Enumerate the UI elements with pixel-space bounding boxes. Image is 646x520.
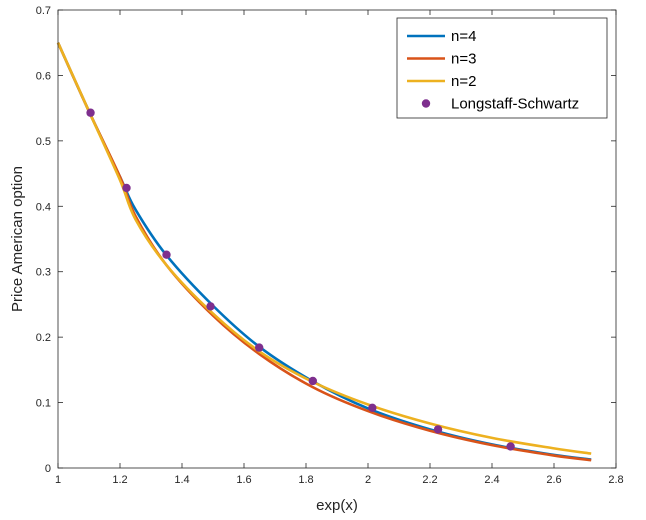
x-axis-ticks: 1 1.2 1.4 1.6 1.8 2 2.2 2.4 2.6 2.8 bbox=[55, 10, 624, 486]
legend-swatch-longstaff-schwartz bbox=[421, 99, 431, 108]
y-tick-label: 0.6 bbox=[36, 70, 51, 82]
data-point-longstaff-schwartz bbox=[254, 343, 264, 352]
y-tick-label: 0.3 bbox=[36, 267, 51, 279]
data-point-longstaff-schwartz bbox=[308, 376, 318, 386]
y-tick-label: 0.5 bbox=[36, 136, 51, 148]
x-tick-label: 2.2 bbox=[422, 474, 437, 486]
y-tick-label: 0.7 bbox=[36, 5, 51, 17]
y-axis-label: Price American option bbox=[9, 166, 26, 312]
x-tick-label: 2.4 bbox=[484, 474, 499, 486]
x-tick-label: 1.4 bbox=[174, 474, 189, 486]
y-tick-label: 0 bbox=[45, 463, 51, 475]
data-point-longstaff-schwartz bbox=[206, 302, 215, 311]
legend-label-n-4: n=4 bbox=[451, 28, 476, 45]
y-tick-label: 0.1 bbox=[36, 398, 51, 410]
x-tick-label: 2.6 bbox=[546, 474, 561, 486]
series-layer bbox=[56, 42, 592, 462]
data-point-longstaff-schwartz bbox=[162, 250, 171, 259]
y-tick-label: 0.2 bbox=[36, 332, 51, 344]
legend-box bbox=[396, 17, 608, 119]
legend: n=4 n=3 n=2 Longstaff-Schwartz bbox=[396, 17, 608, 119]
legend-label-n-2: n=2 bbox=[451, 73, 476, 90]
data-point-longstaff-schwartz bbox=[433, 425, 443, 434]
data-point-longstaff-schwartz bbox=[86, 108, 95, 117]
x-tick-label: 1.8 bbox=[298, 474, 313, 486]
data-point-longstaff-schwartz bbox=[122, 183, 131, 193]
axes-layer bbox=[57, 9, 617, 469]
x-tick-label: 2 bbox=[365, 474, 371, 486]
data-point-longstaff-schwartz bbox=[506, 442, 515, 451]
data-point-longstaff-schwartz bbox=[368, 403, 377, 413]
y-axis-ticks: 0 0.1 0.2 0.3 0.4 0.5 0.6 0.7 bbox=[36, 5, 616, 475]
x-tick-label: 1 bbox=[55, 474, 61, 486]
x-tick-label: 1.6 bbox=[236, 474, 251, 486]
y-tick-label: 0.4 bbox=[36, 201, 51, 213]
x-tick-label: 1.2 bbox=[112, 474, 127, 486]
axes-box bbox=[57, 9, 617, 469]
legend-label-longstaff-schwartz: Longstaff-Schwartz bbox=[451, 96, 579, 113]
x-axis-label: exp(x) bbox=[316, 497, 358, 514]
x-tick-label: 2.8 bbox=[608, 474, 623, 486]
legend-label-n-3: n=3 bbox=[451, 51, 476, 68]
